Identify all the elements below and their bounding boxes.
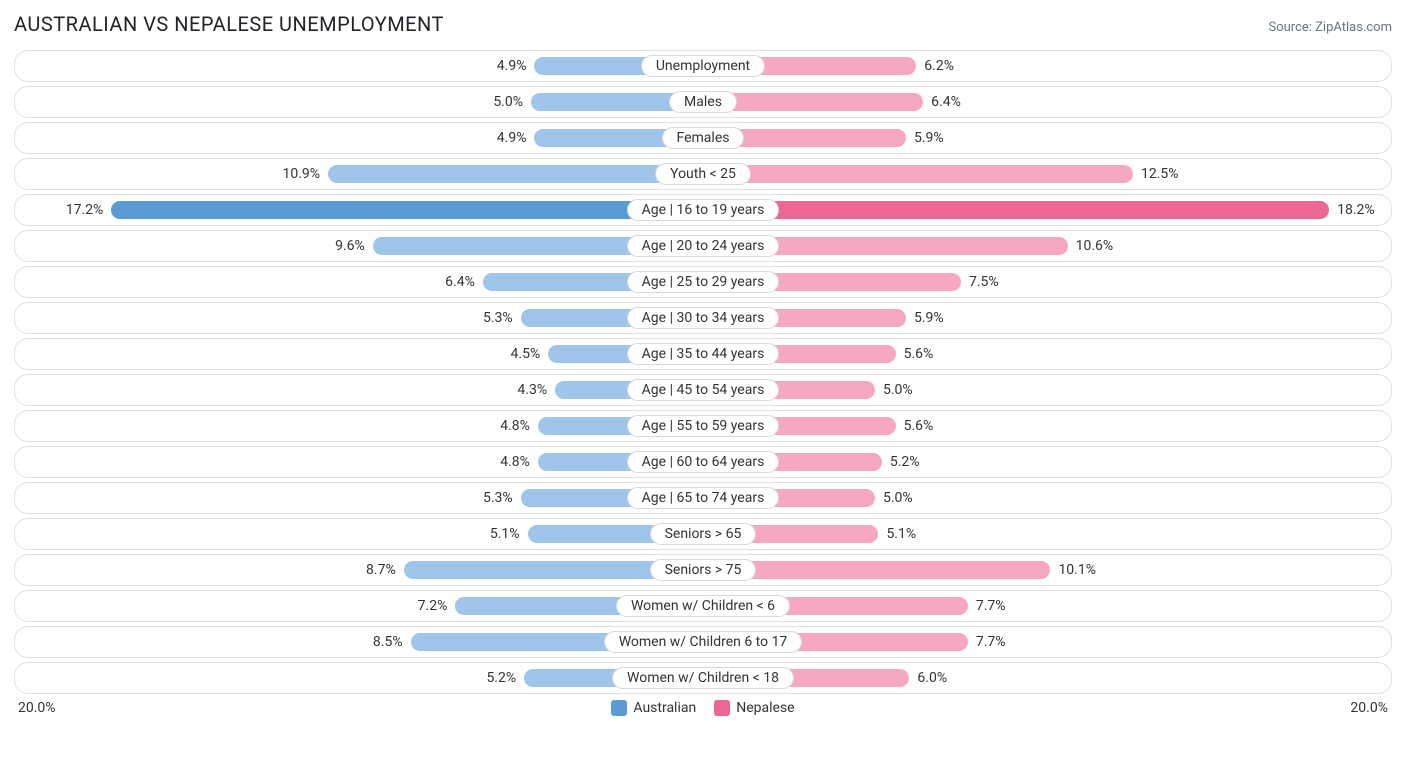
chart-row: 4.9% 6.2% Unemployment (14, 50, 1392, 82)
right-value: 7.5% (961, 274, 1007, 290)
left-bar (111, 201, 703, 219)
category-label: Unemployment (641, 55, 765, 77)
left-value: 9.6% (327, 238, 373, 254)
chart-row: 5.0% 6.4% Males (14, 86, 1392, 118)
category-label: Women w/ Children 6 to 17 (604, 631, 803, 653)
category-label: Youth < 25 (655, 163, 751, 185)
legend-swatch-left (611, 700, 627, 716)
left-value: 5.0% (485, 94, 531, 110)
right-value: 6.0% (909, 670, 955, 686)
left-value: 8.7% (358, 562, 404, 578)
chart-row: 5.2% 6.0% Women w/ Children < 18 (14, 662, 1392, 694)
left-value: 4.8% (492, 454, 538, 470)
right-value: 6.4% (923, 94, 969, 110)
left-value: 4.9% (489, 130, 535, 146)
chart-row: 4.9% 5.9% Females (14, 122, 1392, 154)
category-label: Age | 30 to 34 years (627, 307, 780, 329)
chart-row: 17.2% 18.2% Age | 16 to 19 years (14, 194, 1392, 226)
right-bar (703, 201, 1329, 219)
category-label: Women w/ Children < 6 (616, 595, 790, 617)
chart-row: 4.5% 5.6% Age | 35 to 44 years (14, 338, 1392, 370)
right-value: 5.6% (896, 346, 942, 362)
category-label: Age | 65 to 74 years (627, 487, 780, 509)
chart-row: 4.8% 5.2% Age | 60 to 64 years (14, 446, 1392, 478)
category-label: Males (669, 91, 737, 113)
left-value: 6.4% (437, 274, 483, 290)
right-value: 10.6% (1068, 238, 1122, 254)
legend-swatch-right (714, 700, 730, 716)
chart-row: 6.4% 7.5% Age | 25 to 29 years (14, 266, 1392, 298)
category-label: Age | 55 to 59 years (627, 415, 780, 437)
legend-left: Australian (611, 700, 696, 716)
category-label: Seniors > 65 (650, 523, 757, 545)
right-value: 6.2% (916, 58, 962, 74)
right-value: 12.5% (1133, 166, 1187, 182)
axis-max-right: 20.0% (1350, 700, 1392, 716)
chart-row: 8.7% 10.1% Seniors > 75 (14, 554, 1392, 586)
legend-right: Nepalese (714, 700, 794, 716)
category-label: Age | 60 to 64 years (627, 451, 780, 473)
category-label: Seniors > 75 (650, 559, 757, 581)
legend-right-label: Nepalese (736, 700, 794, 716)
chart-row: 10.9% 12.5% Youth < 25 (14, 158, 1392, 190)
chart-row: 4.3% 5.0% Age | 45 to 54 years (14, 374, 1392, 406)
left-value: 4.8% (492, 418, 538, 434)
left-value: 5.2% (478, 670, 524, 686)
category-label: Age | 25 to 29 years (627, 271, 780, 293)
butterfly-chart: 4.9% 6.2% Unemployment 5.0% 6.4% Males 4.9% 5.9… (14, 50, 1392, 694)
chart-row: 5.3% 5.0% Age | 65 to 74 years (14, 482, 1392, 514)
left-value: 10.9% (274, 166, 328, 182)
right-value: 5.1% (878, 526, 924, 542)
category-label: Age | 35 to 44 years (627, 343, 780, 365)
axis-max-left: 20.0% (14, 700, 56, 716)
chart-title: AUSTRALIAN VS NEPALESE UNEMPLOYMENT (14, 12, 444, 36)
chart-source: Source: ZipAtlas.com (1268, 20, 1392, 35)
left-value: 7.2% (410, 598, 456, 614)
right-value: 5.2% (882, 454, 928, 470)
left-value: 4.5% (503, 346, 549, 362)
right-value: 18.2% (1329, 202, 1383, 218)
chart-row: 9.6% 10.6% Age | 20 to 24 years (14, 230, 1392, 262)
left-value: 4.3% (509, 382, 555, 398)
chart-row: 7.2% 7.7% Women w/ Children < 6 (14, 590, 1392, 622)
left-value: 5.3% (475, 490, 521, 506)
left-value: 8.5% (365, 634, 411, 650)
category-label: Age | 45 to 54 years (627, 379, 780, 401)
category-label: Women w/ Children < 18 (612, 667, 794, 689)
right-value: 7.7% (968, 634, 1014, 650)
chart-footer: 20.0% Australian Nepalese 20.0% (14, 700, 1392, 716)
right-value: 10.1% (1050, 562, 1104, 578)
right-value: 5.0% (875, 382, 921, 398)
legend-left-label: Australian (633, 700, 696, 716)
right-value: 5.6% (896, 418, 942, 434)
right-value: 5.9% (906, 310, 952, 326)
right-value: 5.0% (875, 490, 921, 506)
right-value: 5.9% (906, 130, 952, 146)
legend: Australian Nepalese (611, 700, 794, 716)
left-value: 5.1% (482, 526, 528, 542)
left-value: 4.9% (489, 58, 535, 74)
left-value: 5.3% (475, 310, 521, 326)
right-value: 7.7% (968, 598, 1014, 614)
category-label: Age | 20 to 24 years (627, 235, 780, 257)
left-bar (328, 165, 703, 183)
chart-row: 5.1% 5.1% Seniors > 65 (14, 518, 1392, 550)
chart-header: AUSTRALIAN VS NEPALESE UNEMPLOYMENT Sour… (14, 12, 1392, 36)
chart-row: 4.8% 5.6% Age | 55 to 59 years (14, 410, 1392, 442)
left-value: 17.2% (58, 202, 112, 218)
category-label: Females (662, 127, 745, 149)
chart-row: 5.3% 5.9% Age | 30 to 34 years (14, 302, 1392, 334)
right-bar (703, 165, 1133, 183)
chart-row: 8.5% 7.7% Women w/ Children 6 to 17 (14, 626, 1392, 658)
category-label: Age | 16 to 19 years (627, 199, 780, 221)
